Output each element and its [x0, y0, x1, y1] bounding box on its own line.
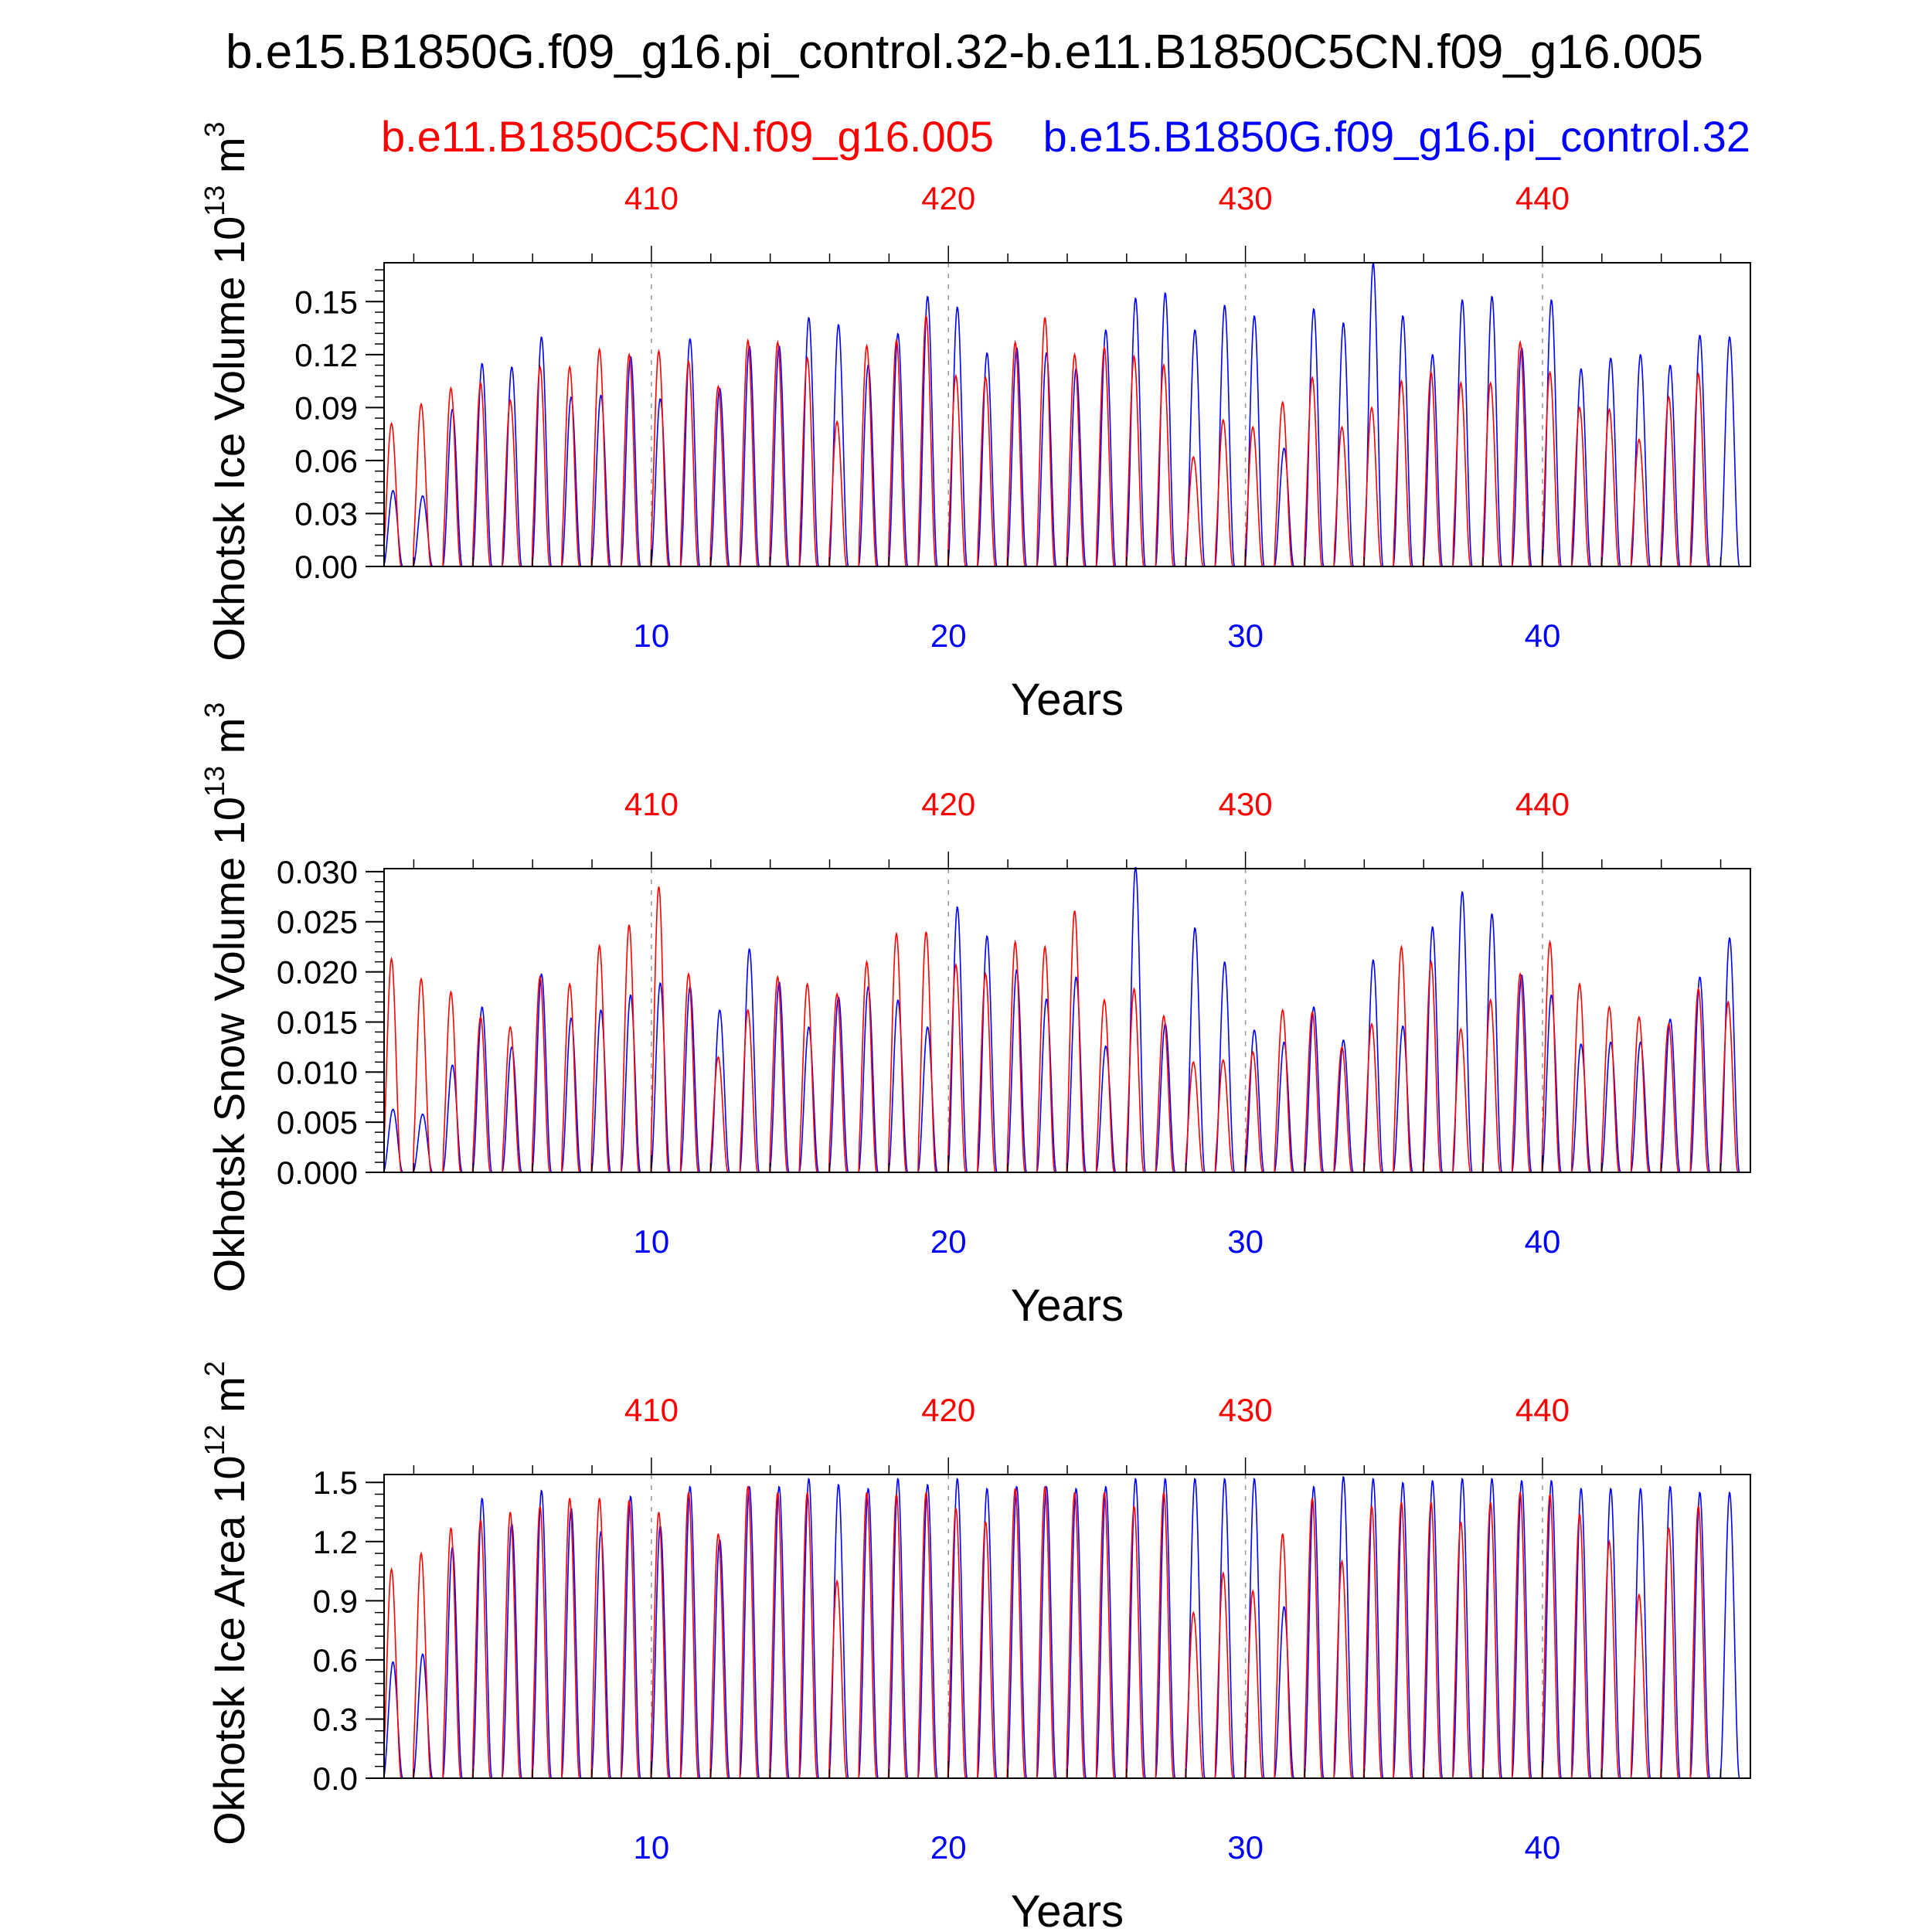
- series-line-red: [384, 1486, 1750, 1778]
- y-axis-label-superscript: 2: [199, 1361, 230, 1376]
- x-axis-label: Years: [1011, 1886, 1124, 1932]
- x-top-tick-label: 440: [1515, 786, 1570, 822]
- y-tick-label: 0.06: [294, 443, 358, 479]
- y-axis-label-superscript: 13: [199, 766, 230, 797]
- panel-1: 0.00 0.03 0.06 0.09 0.12 0.15 10 20 30 40 410 420 43…: [199, 121, 1751, 725]
- plot-frame: [383, 262, 1751, 567]
- y-axis-label: Okhotsk Ice Volume 1013 m3: [199, 121, 253, 661]
- x-bottom-tick-label: 40: [1525, 1829, 1561, 1866]
- x-top-tick-label: 430: [1219, 786, 1273, 822]
- x-bottom-tick-label: 20: [930, 617, 967, 654]
- x-top-tick-label: 420: [921, 786, 975, 822]
- x-top-tick-label: 420: [921, 180, 975, 216]
- series-line-blue: [384, 261, 1750, 566]
- y-tick-label: 0.005: [277, 1104, 358, 1141]
- y-axis-label-part: Okhotsk Ice Area 10: [205, 1456, 253, 1845]
- y-tick-label: 0.03: [294, 495, 358, 532]
- y-tick-label: 0.00: [294, 549, 358, 585]
- x-top-tick-label: 440: [1515, 1392, 1570, 1428]
- y-axis-label-superscript: 12: [199, 1424, 230, 1455]
- y-axis-label-part: Okhotsk Snow Volume 10: [205, 797, 253, 1292]
- figure-title: b.e15.B1850G.f09_g16.pi_control.32-b.e11…: [226, 26, 1703, 79]
- y-tick-label: 0.9: [313, 1583, 358, 1619]
- y-tick-label: 0.030: [277, 854, 358, 890]
- x-bottom-tick-label: 30: [1227, 1829, 1264, 1866]
- legend-blue-label: b.e15.B1850G.f09_g16.pi_control.32: [1043, 112, 1750, 161]
- y-axis-label: Okhotsk Snow Volume 1013 m3: [199, 702, 253, 1293]
- x-top-tick-label: 410: [624, 1392, 679, 1428]
- y-tick-label: 0.6: [313, 1642, 358, 1679]
- x-bottom-tick-label: 20: [930, 1223, 967, 1260]
- y-tick-label: 0.15: [294, 284, 358, 320]
- y-tick-label: 0.020: [277, 954, 358, 991]
- series-line-red: [384, 886, 1750, 1172]
- y-tick-label: 0.09: [294, 389, 358, 426]
- x-top-tick-label: 440: [1515, 180, 1570, 216]
- y-axis-label-superscript: 3: [199, 702, 230, 718]
- y-tick-label: 1.5: [313, 1464, 358, 1501]
- x-bottom-tick-label: 10: [634, 617, 670, 654]
- x-top-tick-label: 430: [1219, 1392, 1273, 1428]
- x-bottom-tick-label: 10: [634, 1223, 670, 1260]
- x-bottom-tick-label: 30: [1227, 1223, 1264, 1260]
- x-top-tick-label: 430: [1219, 180, 1273, 216]
- y-tick-label: 0.015: [277, 1004, 358, 1040]
- y-tick-label: 0.000: [277, 1155, 358, 1191]
- y-axis-label-part: m: [205, 718, 253, 766]
- y-axis-label-part: m: [205, 1376, 253, 1424]
- y-axis-label-superscript: 13: [199, 185, 230, 216]
- x-top-tick-label: 420: [921, 1392, 975, 1428]
- y-axis-label: Okhotsk Ice Area 1012 m2: [199, 1361, 253, 1845]
- x-top-tick-label: 410: [624, 786, 679, 822]
- x-axis-label: Years: [1011, 1281, 1124, 1331]
- x-bottom-tick-label: 10: [634, 1829, 670, 1866]
- y-axis-label-part: Okhotsk Ice Volume 10: [205, 216, 253, 662]
- x-bottom-tick-label: 40: [1525, 1223, 1561, 1260]
- y-axis-label-superscript: 3: [199, 121, 230, 137]
- x-bottom-tick-label: 20: [930, 1829, 967, 1866]
- panel-3: 0.0 0.3 0.6 0.9 1.2 1.5 10 20 30 40 410 420 430 440 Ye…: [199, 1361, 1751, 1932]
- x-bottom-tick-label: 40: [1525, 617, 1561, 654]
- panel-2: 0.000 0.005 0.010 0.015 0.020 0.025 0.030 10 20 3…: [199, 702, 1751, 1331]
- y-tick-label: 0.3: [313, 1701, 358, 1737]
- y-tick-label: 0.010: [277, 1054, 358, 1090]
- y-tick-label: 0.025: [277, 904, 358, 940]
- x-top-tick-label: 410: [624, 180, 679, 216]
- series-line-red: [384, 315, 1750, 566]
- y-tick-label: 0.12: [294, 337, 358, 373]
- x-axis-label: Years: [1011, 675, 1124, 725]
- x-bottom-tick-label: 30: [1227, 617, 1264, 654]
- y-tick-label: 0.0: [313, 1760, 358, 1797]
- y-axis-label-part: m: [205, 137, 253, 185]
- legend-red-label: b.e11.B1850C5CN.f09_g16.005: [381, 112, 994, 161]
- y-tick-label: 1.2: [313, 1524, 358, 1560]
